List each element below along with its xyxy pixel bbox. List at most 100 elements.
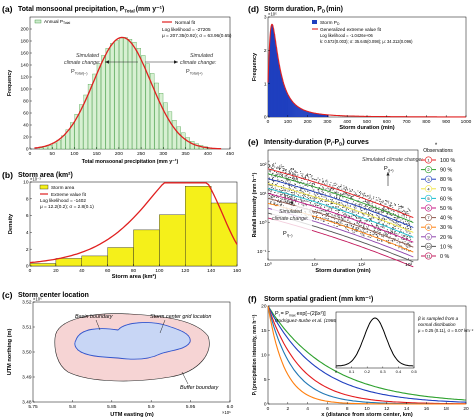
panel-d-bar-21 [288, 96, 290, 117]
panel-d-bar-52 [319, 114, 321, 117]
panel-e-curve-4 [267, 183, 414, 233]
panel-e-curve-3 [267, 178, 414, 228]
panel-c-xtick-label-0: 5.75 [28, 404, 38, 410]
panel-a-ytick-label-1: 20 [23, 135, 29, 141]
panel-b-letter: (b) [2, 170, 13, 180]
panel-b-bar-4 [133, 229, 160, 267]
panel-f-ytick-label-3: 15 [261, 328, 267, 334]
panel-f-xtick-label-3: 6 [326, 406, 329, 412]
panel-f-ylabel: Pᵢ (precipitation intensity, mm h⁻¹) [252, 314, 258, 395]
panel-a-ann-left-2: PTotal(−) [71, 69, 88, 75]
panel-e-legend-marker-9 [424, 233, 432, 241]
panel-a-bar-33 [185, 137, 190, 150]
panel-b-xtick-label-5: 100 [155, 268, 163, 274]
panel-c-xtick-label-5: 6.0 [227, 404, 234, 410]
panel-d-bar-46 [313, 113, 315, 117]
panel-d-bar-22 [289, 98, 291, 117]
panel-e-legend-header: Observations [423, 148, 453, 154]
panel-d-bar-5 [272, 28, 275, 118]
panel-f-inset-axes [335, 311, 415, 369]
panel-b-ytick-label-5: 10 [23, 180, 29, 186]
panel-d-bar-28 [295, 105, 297, 117]
panel-e-ann-bottom-2: PI(−) [283, 231, 293, 237]
panel-b-legend-hist-swatch [39, 184, 49, 190]
panel-c-ylabel: UTM northing (m) [7, 329, 13, 376]
panel-e: (e) Intensity-duration (PI-PD) curves 10… [248, 137, 455, 274]
panel-f-ytick-label-2: 10 [261, 353, 267, 359]
panel-d-xtick-label-3: 300 [323, 119, 331, 125]
panel-d-bar-48 [315, 113, 317, 117]
panel-b-xtick-label-2: 40 [79, 268, 85, 274]
panel-e-legend-marker-6 [424, 204, 432, 212]
panel-e-legend-marker-label-3: 3 [427, 177, 430, 182]
panel-a: (a) Total monsoonal precipitation, PTota… [2, 4, 234, 165]
panel-a-bar-16 [110, 43, 115, 150]
panel-a-bar-15 [105, 48, 110, 150]
panel-a-xtick-label-2: 100 [70, 151, 78, 157]
panel-f-citation: Rodriguez-Iturbe et al. (1986) [275, 318, 338, 324]
panel-f-inset-xtick-label-2: 0.2 [364, 369, 370, 374]
panel-d-bar-0 [268, 69, 270, 117]
panel-f-xtick-label-2: 4 [306, 406, 309, 412]
panel-c: (c) Storm center location Basin boundary… [2, 290, 234, 418]
panel-a-ann-left-arrowhead [105, 60, 109, 64]
buffer-pointer [181, 371, 189, 385]
panel-b-bar-2 [81, 255, 108, 267]
panel-b-ytick-label-2: 4 [26, 230, 29, 236]
panel-d-xtick-label-4: 400 [343, 119, 351, 125]
panel-d-bar-40 [307, 111, 309, 117]
panel-f-ytick-label-1: 5 [264, 377, 267, 383]
storm-center-grid-label: Storm center grid location [150, 314, 211, 320]
panel-b-xtick-label-4: 80 [131, 268, 137, 274]
panel-e-ytick-label-2: 10¹ [260, 191, 267, 197]
panel-f-equation: PI= Pmaxexp[−(2βx²)] [275, 311, 326, 317]
panel-f-xlabel: x (distance from storm center, km) [321, 412, 413, 418]
panel-a-ann-left: Simulated climate change: PTotal(−) [64, 53, 101, 75]
panel-c-ytick-label-1: 3.49 [22, 375, 32, 381]
panel-d-bar-47 [314, 113, 316, 117]
panel-b-xlabel: Storm area (km²) [112, 273, 157, 280]
panel-d-bar-42 [309, 112, 311, 117]
panel-a-ytick-label-2: 40 [23, 123, 29, 129]
grid-pointer [159, 319, 166, 334]
panel-d-bars [268, 24, 329, 118]
panel-a-ytick-label-4: 80 [23, 99, 29, 105]
panel-a-bar-20 [127, 39, 133, 150]
panel-d-stat-0: Log likelihood = -1.0426e+06 [320, 33, 374, 38]
panel-d-bar-60 [327, 114, 329, 117]
panel-a-title: Total monsoonal precipitation, PTotal(mm… [18, 6, 164, 14]
panel-a-xtick-label-6: 300 [159, 151, 167, 157]
panel-d-bar-41 [308, 111, 310, 117]
panel-b-stat-1: μ = 12.2(0.2); σ = 2.8(0.1) [40, 204, 94, 209]
panel-c-xscale-note: ×10⁵ [222, 410, 231, 415]
panel-f-xtick-label-9: 18 [444, 406, 450, 412]
panel-e-legend-marker-1 [424, 156, 432, 164]
panel-e-legend-marker-5 [424, 194, 432, 202]
panel-e-legend-marker-2 [424, 166, 432, 174]
panel-b-legend-hist: Storm area [51, 185, 75, 190]
panel-b-yscale-note: ×10⁻³ [30, 177, 41, 182]
panel-d-bar-36 [303, 110, 305, 117]
panel-d-bar-38 [305, 110, 307, 117]
panel-e-xlabel: Storm duration (min) [315, 268, 370, 274]
panel-d-bar-18 [285, 90, 288, 117]
panel-d-xtick-label-0: 0 [267, 119, 270, 125]
panel-d-bar-44 [311, 112, 313, 117]
panel-f-inset-ticks: 0 0.1 0.2 0.3 0.4 0.5 [335, 366, 418, 374]
panel-f-inset-normal-curve [336, 317, 414, 367]
panel-e-legend-marker-label-9: 9 [427, 234, 430, 239]
panel-a-bar-0 [39, 147, 44, 150]
panel-e-legend-marker-label-8: 8 [427, 225, 430, 230]
panel-d-bar-23 [290, 100, 292, 117]
panel-d-bar-8 [275, 47, 278, 117]
panel-a-bar-7 [70, 122, 75, 150]
panel-e-legend-marker-4 [424, 185, 432, 193]
panel-b-bar-3 [107, 247, 134, 267]
panel-d-bar-10 [277, 59, 280, 117]
panel-d-bar-32 [299, 108, 301, 117]
panel-a-bar-32 [181, 132, 186, 150]
panel-d-bar-9 [276, 53, 279, 117]
panel-d-bar-49 [316, 113, 318, 117]
panel-f-xtick-label-6: 12 [384, 406, 390, 412]
